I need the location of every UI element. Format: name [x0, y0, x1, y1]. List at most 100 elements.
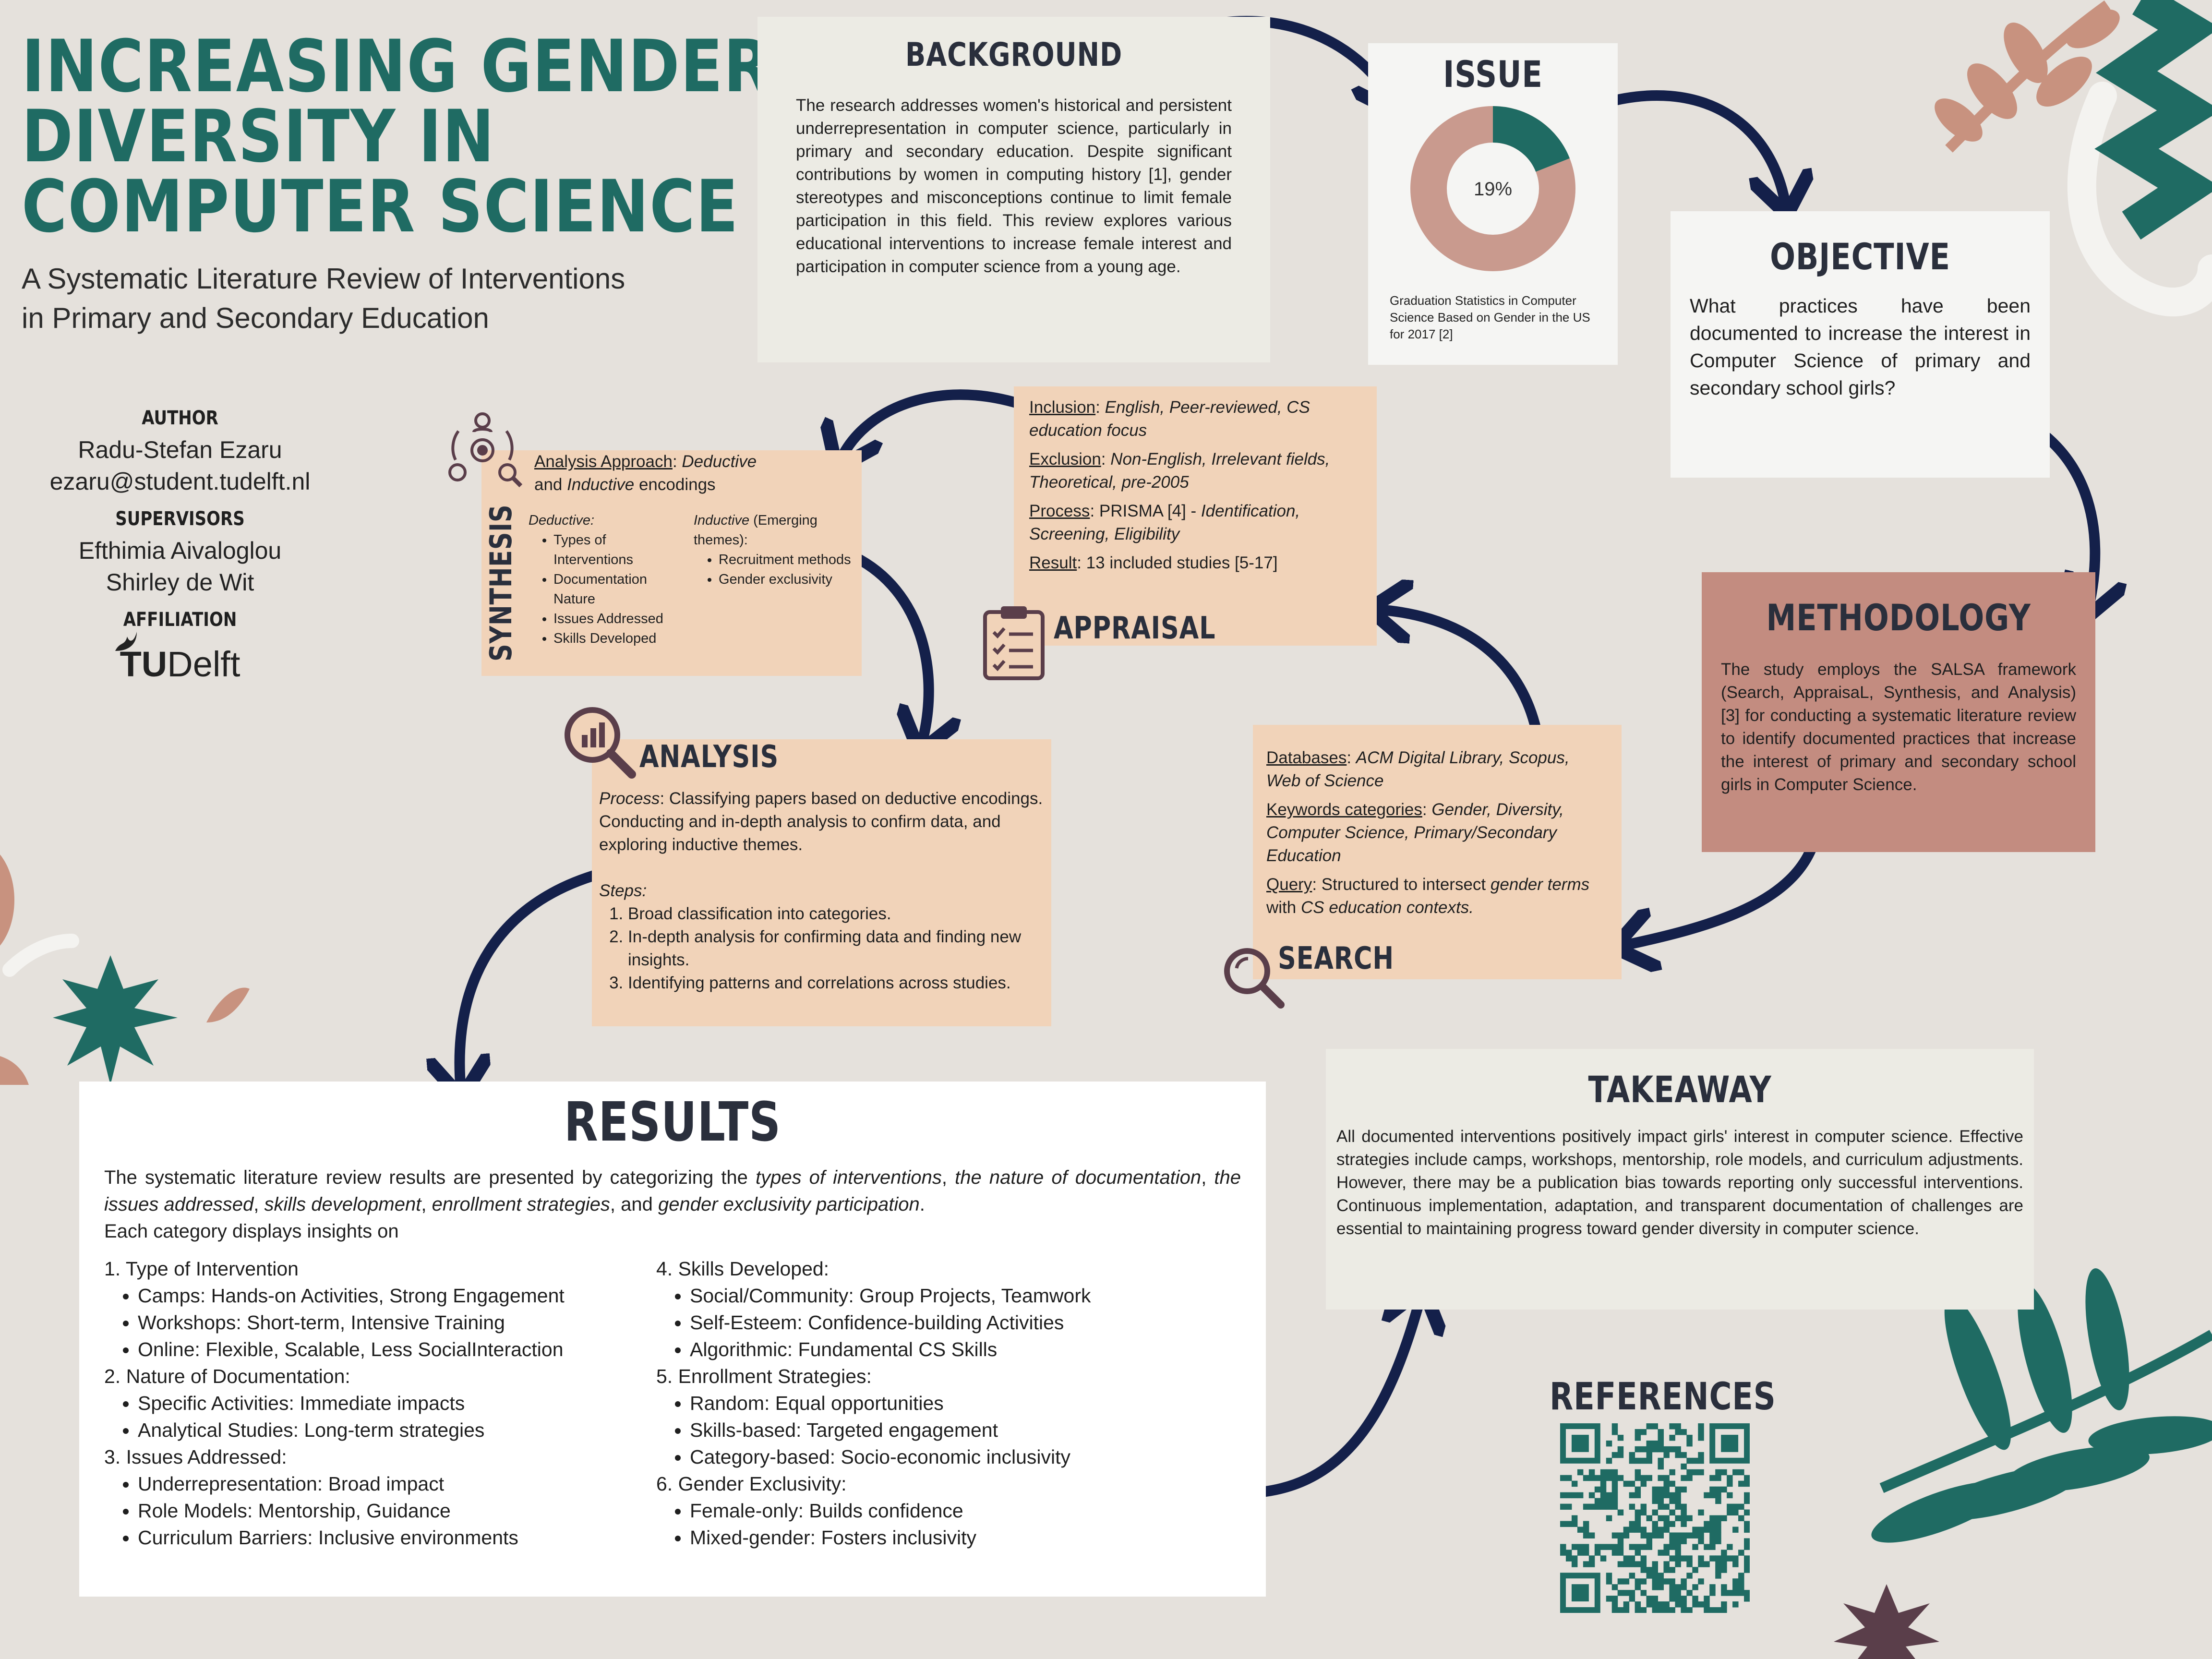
qr-module: [1635, 1515, 1641, 1521]
qr-module: [1681, 1584, 1687, 1590]
qr-module: [1623, 1555, 1630, 1562]
qr-module: [1709, 1544, 1716, 1550]
qr-module: [1606, 1578, 1612, 1585]
qr-module: [1623, 1601, 1630, 1608]
qr-module: [1635, 1486, 1641, 1493]
qr-module: [1686, 1457, 1693, 1464]
qr-module: [1606, 1503, 1612, 1510]
qr-module: [1611, 1486, 1618, 1493]
qr-module: [1623, 1590, 1630, 1596]
qr-module: [1646, 1538, 1653, 1544]
donut-highlight-segment: [1410, 106, 1575, 271]
qr-module: [1686, 1469, 1693, 1476]
list-item: Types of Interventions: [553, 530, 687, 570]
qr-module: [1629, 1544, 1635, 1550]
qr-module: [1721, 1567, 1727, 1573]
intro-plain-1: The systematic literature review results…: [104, 1167, 748, 1188]
list-item: Curriculum Barriers: Inclusive environme…: [138, 1524, 656, 1551]
list-item: Algorithmic: Fundamental CS Skills: [690, 1336, 1208, 1363]
qr-module: [1640, 1555, 1647, 1562]
gender-donut-chart: 19%: [1410, 106, 1575, 271]
qr-module: [1744, 1538, 1750, 1544]
qr-module: [1698, 1429, 1704, 1435]
qr-module: [1617, 1578, 1624, 1585]
qr-module: [1606, 1498, 1612, 1504]
qr-module: [1681, 1515, 1687, 1521]
analysis-card: Process: Classifying papers based on ded…: [592, 739, 1051, 1026]
qr-module: [1611, 1503, 1618, 1510]
references-qr-code[interactable]: [1560, 1423, 1750, 1613]
qr-module: [1565, 1475, 1572, 1481]
qr-module: [1577, 1492, 1584, 1499]
qr-module: [1704, 1607, 1710, 1613]
results-section-title: 1. Type of Intervention: [104, 1258, 299, 1280]
qr-module: [1658, 1607, 1664, 1613]
query-label: Query: [1266, 875, 1312, 894]
results-section-list: Female-only: Builds confidenceMixed-gend…: [656, 1497, 1208, 1551]
qr-module: [1727, 1503, 1733, 1510]
tu-delft-logo: TUDelft: [19, 632, 341, 684]
qr-module: [1698, 1601, 1704, 1608]
qr-module: [1669, 1590, 1675, 1596]
qr-module: [1652, 1607, 1658, 1613]
clipboard-checklist-icon: [983, 606, 1045, 680]
qr-module: [1600, 1544, 1607, 1550]
qr-module: [1669, 1434, 1675, 1441]
issue-card: ISSUE 19% Graduation Statistics in Compu…: [1368, 43, 1618, 365]
takeaway-text: All documented interventions positively …: [1336, 1127, 2023, 1238]
subtitle-line-1: A Systematic Literature Review of Interv…: [22, 263, 625, 295]
qr-module: [1623, 1480, 1630, 1487]
results-section-list: Specific Activities: Immediate impactsAn…: [104, 1390, 656, 1443]
qr-module: [1588, 1503, 1595, 1510]
deductive-column: Deductive: Types of Interventions Docume…: [529, 511, 687, 649]
qr-module: [1727, 1509, 1733, 1516]
qr-module: [1652, 1573, 1658, 1579]
qr-module: [1669, 1480, 1675, 1487]
qr-module: [1669, 1544, 1675, 1550]
analysis-process-text: Classifying papers based on deductive en…: [599, 789, 1043, 854]
qr-module: [1698, 1578, 1704, 1585]
qr-module: [1675, 1555, 1681, 1562]
result-label: Result: [1029, 553, 1077, 572]
qr-module: [1686, 1532, 1693, 1539]
qr-module: [1646, 1573, 1653, 1579]
arrow-issue-to-objective: [1598, 90, 1786, 206]
teal-star-icon: [53, 955, 178, 1085]
qr-module: [1635, 1544, 1641, 1550]
steps-label-text: Steps: [599, 881, 642, 900]
qr-module: [1675, 1486, 1681, 1493]
arrow-search-to-appraisal: [1378, 610, 1541, 735]
qr-module: [1611, 1550, 1618, 1556]
analysis-steps-label: Steps:: [599, 881, 647, 900]
qr-module: [1681, 1475, 1687, 1481]
results-section-list: Underrepresentation: Broad impactRole Mo…: [104, 1470, 656, 1551]
qr-module: [1663, 1601, 1670, 1608]
list-item: Underrepresentation: Broad impact: [138, 1470, 656, 1497]
qr-module: [1669, 1446, 1675, 1453]
arrow-synthesis-to-analysis: [849, 552, 929, 744]
intro-comma: ,: [941, 1167, 948, 1188]
approach-mid: and: [534, 475, 563, 494]
process-plain: PRISMA [4] -: [1099, 502, 1197, 520]
qr-module: [1709, 1555, 1716, 1562]
author-email[interactable]: ezaru@student.tudelft.nl: [49, 468, 311, 495]
qr-module: [1744, 1492, 1750, 1499]
qr-module: [1681, 1503, 1687, 1510]
qr-module: [1658, 1601, 1664, 1608]
qr-module: [1732, 1555, 1739, 1562]
synthesis-heading: SYNTHESIS: [483, 504, 518, 661]
qr-module: [1704, 1561, 1710, 1567]
qr-module: [1744, 1596, 1750, 1602]
analysis-steps-list: Broad classification into categories. In…: [599, 902, 1044, 995]
teal-zigzag-shape: [2094, 0, 2212, 240]
qr-module: [1704, 1492, 1710, 1499]
qr-module: [1704, 1544, 1710, 1550]
qr-module: [1698, 1532, 1704, 1539]
qr-module: [1565, 1550, 1572, 1556]
list-item: Specific Activities: Immediate impacts: [138, 1390, 656, 1417]
qr-module: [1732, 1469, 1739, 1476]
synthesis-card: SYNTHESIS Analysis Approach: Deductive a…: [481, 450, 862, 676]
synthesis-cycle-icon: [448, 412, 523, 488]
objective-heading: OBJECTIVE: [1770, 235, 1950, 278]
qr-module: [1635, 1584, 1641, 1590]
